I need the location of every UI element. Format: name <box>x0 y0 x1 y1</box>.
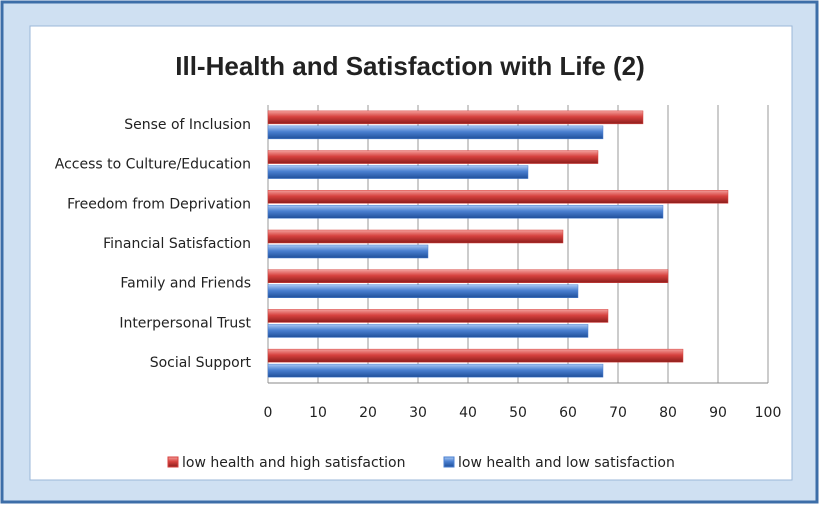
bar <box>267 110 644 125</box>
bar <box>267 165 529 179</box>
x-tick-label: 70 <box>609 405 627 421</box>
y-tick-label: Financial Satisfaction <box>103 236 251 252</box>
x-tick-label: 50 <box>509 405 527 421</box>
x-tick-label: 20 <box>359 405 377 421</box>
bar <box>267 229 564 244</box>
bar <box>267 125 604 140</box>
y-tick-label: Access to Culture/Education <box>55 157 251 173</box>
bar <box>267 284 579 298</box>
bar <box>267 269 669 283</box>
bar <box>267 309 609 323</box>
x-tick-label: 40 <box>459 405 477 421</box>
bar <box>267 348 684 363</box>
y-tick-label: Family and Friends <box>120 276 251 292</box>
bar <box>267 324 589 338</box>
bar <box>267 150 599 164</box>
x-tick-label: 60 <box>559 405 577 421</box>
y-tick-label: Freedom from Deprivation <box>67 196 251 212</box>
x-tick-label: 90 <box>709 405 727 421</box>
legend-label: low health and low satisfaction <box>458 455 675 471</box>
y-tick-label: Interpersonal Trust <box>119 315 251 331</box>
bar <box>267 190 729 204</box>
y-tick-label: Social Support <box>150 355 252 371</box>
bar <box>267 244 429 259</box>
x-tick-label: 100 <box>755 405 782 421</box>
x-tick-label: 0 <box>264 405 273 421</box>
legend-swatch <box>443 456 455 468</box>
chart-title: Ill-Health and Satisfaction with Life (2… <box>175 51 645 81</box>
x-tick-label: 10 <box>309 405 327 421</box>
legend-swatch <box>167 456 179 468</box>
legend-label: low health and high satisfaction <box>182 455 405 471</box>
bar <box>267 205 664 219</box>
y-tick-label: Sense of Inclusion <box>124 117 251 133</box>
x-tick-label: 80 <box>659 405 677 421</box>
bar <box>267 363 604 378</box>
x-tick-label: 30 <box>409 405 427 421</box>
